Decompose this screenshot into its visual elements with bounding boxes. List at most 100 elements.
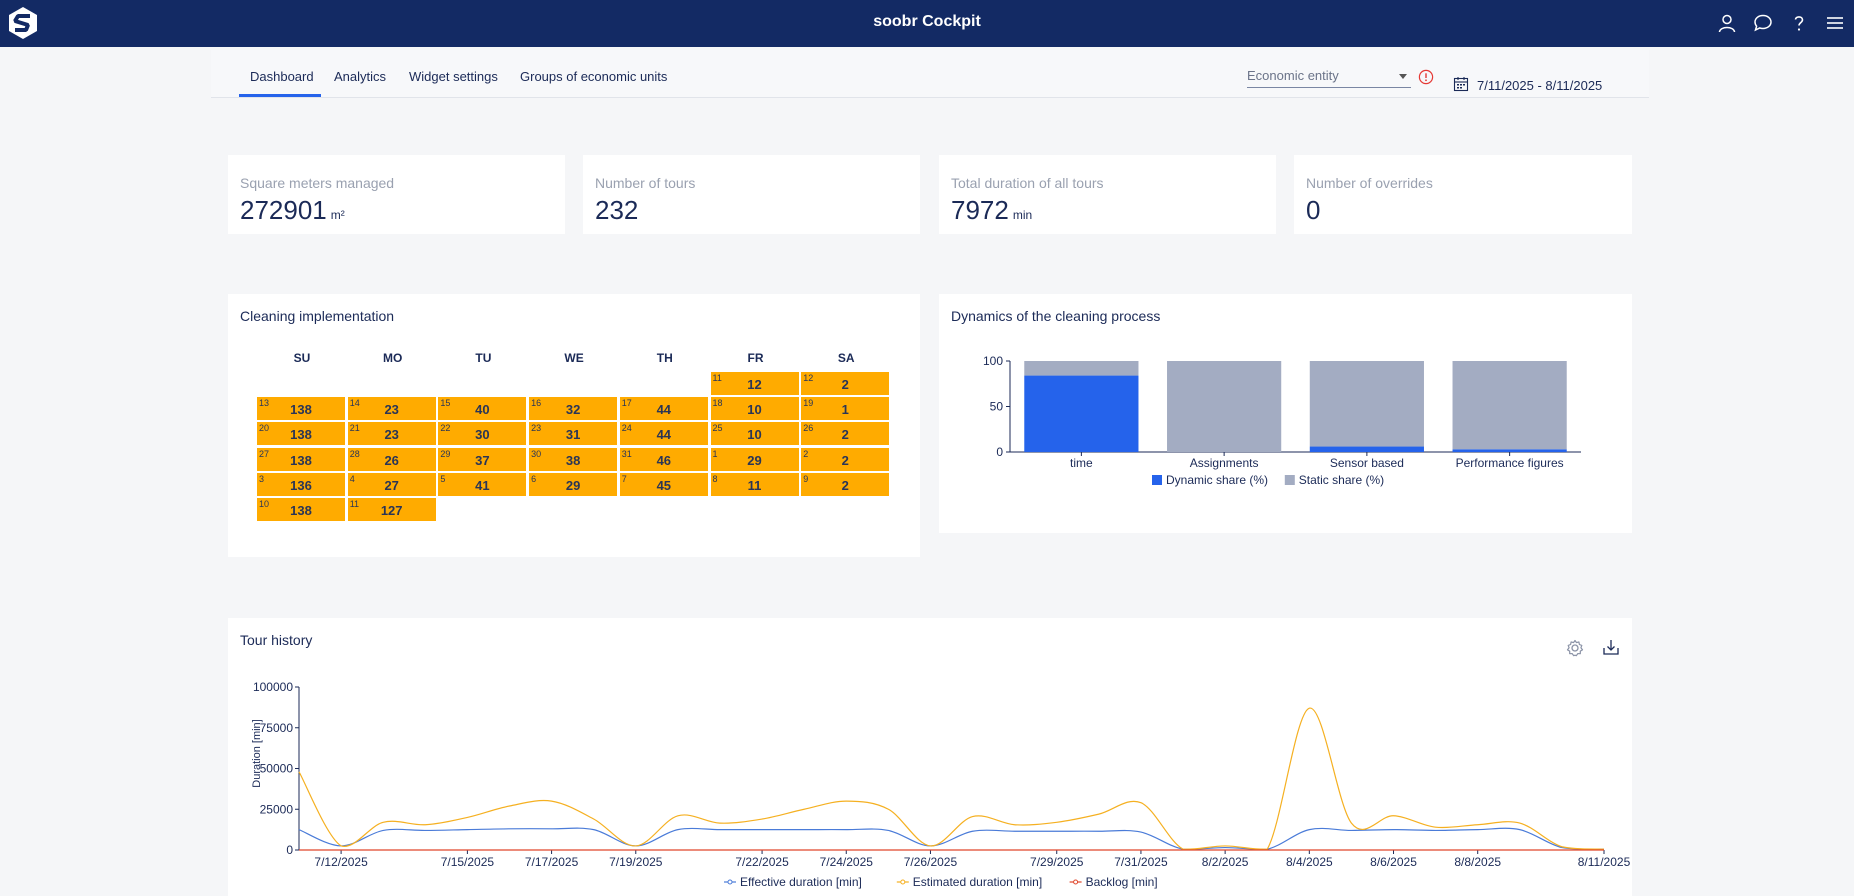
calendar-cell[interactable]: 1 29: [710, 447, 799, 471]
tab-analytics[interactable]: Analytics: [334, 69, 387, 84]
calendar-cell[interactable]: 4 27: [347, 472, 436, 496]
chevron-down-icon: [1399, 74, 1407, 79]
calendar-date: 3: [259, 473, 265, 484]
calendar-cell[interactable]: 24 44: [619, 422, 708, 446]
x-tick-label: 8/2/2025: [1202, 855, 1249, 869]
calendar-date: 29: [440, 448, 451, 459]
calendar-tour-count: 11: [747, 477, 762, 493]
calendar-date: 16: [531, 398, 542, 409]
calendar-tour-count: 45: [656, 477, 672, 493]
calendar-tour-count: 138: [290, 427, 312, 443]
x-tick-label: 7/15/2025: [441, 855, 495, 869]
calendar-date: 7: [621, 473, 627, 484]
calendar-date: 11: [712, 373, 722, 383]
calendar-cell[interactable]: 6 29: [529, 472, 618, 496]
dynamics-card: Dynamics of the cleaning process 0 50 100 t…: [939, 294, 1632, 533]
calendar-tour-count: 37: [475, 452, 490, 468]
bar-segment: [1309, 446, 1424, 452]
kpi-value: 0: [1306, 195, 1324, 226]
soobr-logo-icon[interactable]: [6, 6, 40, 40]
tour-history-chart: 0 25000 50000 75000 100000 Duration [min] 7/12…: [251, 680, 1631, 889]
y-tick-label: 0: [996, 445, 1003, 459]
calendar-cell[interactable]: 5 41: [438, 472, 527, 496]
calendar-date: 21: [349, 423, 360, 434]
date-range-picker[interactable]: 7/11/2025 - 8/11/2025: [1477, 78, 1603, 93]
calendar-tour-count: 138: [290, 402, 312, 418]
calendar-cell[interactable]: 10 138: [257, 498, 345, 521]
calendar-date: 23: [531, 423, 542, 434]
calendar-cell[interactable]: 20 138: [257, 422, 345, 446]
calendar-cell[interactable]: 16 32: [529, 397, 618, 421]
calendar-cell[interactable]: 23 31: [529, 422, 618, 446]
calendar-tour-count: 27: [384, 477, 399, 493]
legend-label: Static share (%): [1299, 473, 1384, 487]
calendar-cell[interactable]: 18 10: [710, 397, 799, 421]
calendar-date: 11: [349, 499, 360, 509]
calendar-cell[interactable]: 28 26: [347, 447, 436, 471]
tab-widget-settings[interactable]: Widget settings: [409, 69, 498, 84]
calendar-cell[interactable]: 13 138: [257, 397, 345, 421]
x-tick-label: Sensor based: [1330, 456, 1404, 470]
calendar-cell[interactable]: 12 2: [801, 372, 890, 395]
calendar-date: 5: [440, 473, 446, 484]
x-tick-label: 7/29/2025: [1030, 855, 1084, 869]
calendar-tour-count: 26: [384, 452, 399, 468]
x-tick-label: 7/31/2025: [1114, 855, 1168, 869]
calendar-cell[interactable]: 27 138: [257, 447, 345, 471]
calendar-cell[interactable]: 3 136: [257, 472, 345, 496]
tour-history-card: Tour history 0 25000 50000 75000 100000 Durat…: [228, 618, 1632, 896]
tab-dashboard[interactable]: Dashboard: [250, 69, 314, 84]
gear-icon[interactable]: [1565, 638, 1585, 658]
y-tick-label: 0: [286, 843, 293, 857]
calendar-date: 8: [712, 473, 718, 484]
calendar-icon[interactable]: [1453, 76, 1469, 92]
tab-groups-of-economic-units[interactable]: Groups of economic units: [520, 69, 668, 84]
x-tick-label: 7/19/2025: [609, 855, 663, 869]
calendar-date: 25: [712, 423, 723, 434]
calendar-day-header: MO: [383, 351, 403, 365]
x-tick-label: 7/24/2025: [820, 855, 874, 869]
kpi-value: 7972 min: [951, 195, 1032, 226]
calendar-tour-count: 38: [565, 452, 581, 468]
download-icon[interactable]: [1601, 637, 1621, 657]
calendar-cell[interactable]: 19 1: [801, 397, 890, 421]
legend-label: Backlog [min]: [1086, 875, 1158, 889]
calendar-cell[interactable]: 11 127: [347, 498, 436, 521]
calendar-cell[interactable]: 30 38: [529, 447, 618, 471]
help-icon[interactable]: [1788, 12, 1810, 34]
x-tick-label: 8/11/2025: [1578, 855, 1631, 869]
calendar-cell[interactable]: 8 11: [710, 472, 799, 496]
kpi-label: Number of overrides: [1306, 175, 1433, 191]
calendar-cell[interactable]: 14 23: [347, 397, 436, 421]
bar-segment: [1309, 361, 1424, 447]
kpi-label: Square meters managed: [240, 175, 395, 191]
calendar-date: 2: [803, 448, 809, 459]
calendar-cell[interactable]: 25 10: [710, 422, 799, 446]
calendar-tour-count: 41: [475, 477, 490, 493]
calendar-date: 17: [621, 398, 632, 409]
calendar-cell[interactable]: 29 37: [438, 447, 527, 471]
calendar-cell[interactable]: 11 12: [710, 372, 799, 395]
calendar-cell[interactable]: 15 40: [438, 397, 527, 421]
calendar-tour-count: 30: [475, 427, 490, 443]
calendar-cell[interactable]: 7 45: [619, 472, 708, 496]
calendar-date: 9: [803, 473, 809, 484]
menu-icon[interactable]: [1824, 12, 1846, 34]
economic-entity-select[interactable]: Economic entity: [1247, 68, 1411, 88]
user-icon[interactable]: [1716, 12, 1738, 34]
calendar-day-header: TU: [475, 351, 492, 365]
calendar-date: 30: [531, 448, 542, 459]
calendar-cell[interactable]: 17 44: [619, 397, 708, 421]
calendar-tour-count: 44: [656, 402, 672, 418]
calendar-tour-count: 10: [747, 427, 762, 443]
calendar-cell[interactable]: 26 2: [801, 422, 890, 446]
legend-marker: [727, 879, 733, 885]
y-tick-label: 50: [990, 400, 1004, 414]
calendar-cell[interactable]: 22 30: [438, 422, 527, 446]
chat-icon[interactable]: [1752, 12, 1774, 34]
calendar-cell[interactable]: 21 23: [347, 422, 436, 446]
calendar-cell[interactable]: 31 46: [619, 447, 708, 471]
card-title: Cleaning implementation: [240, 308, 395, 324]
